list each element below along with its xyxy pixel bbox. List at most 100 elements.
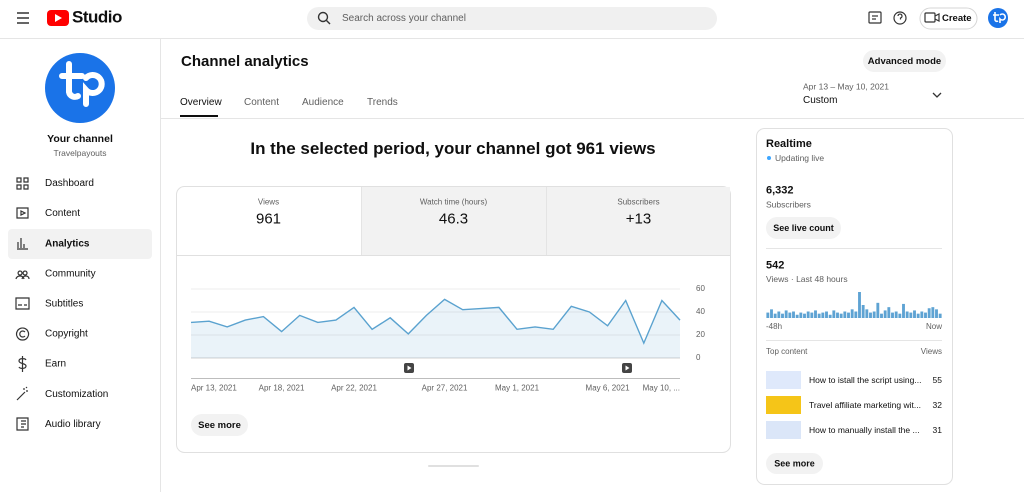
top-content-title[interactable]: Travel affiliate marketing wit... [809, 400, 921, 410]
bar [920, 311, 924, 318]
nav-item[interactable]: Audio library [45, 419, 101, 430]
see-live-count-button[interactable] [766, 217, 841, 239]
bar [850, 309, 854, 318]
bar [902, 303, 905, 318]
top-content-title[interactable]: How to istall the script using... [809, 375, 921, 385]
bar [913, 310, 916, 318]
create-label[interactable]: Create [942, 13, 972, 24]
bar [894, 311, 898, 318]
realtime-status: Updating live [775, 153, 824, 163]
metric-value[interactable]: 961 [256, 210, 281, 227]
see-live-count-label[interactable]: See live count [773, 223, 834, 233]
nav-icon[interactable] [15, 327, 30, 341]
video-thumbnail[interactable] [766, 396, 801, 414]
nav-item[interactable]: Subtitles [45, 299, 83, 310]
metric-value[interactable]: 46.3 [439, 210, 468, 227]
nav-item[interactable]: Copyright [45, 329, 88, 340]
channel-avatar[interactable] [45, 53, 115, 123]
date-chevron[interactable] [932, 92, 942, 98]
metric-label[interactable]: Views [258, 198, 279, 207]
bar [924, 312, 927, 318]
bar [806, 311, 810, 318]
bar [854, 311, 858, 318]
see-more-button[interactable] [191, 414, 248, 436]
video-marker[interactable] [622, 363, 632, 373]
bar [905, 311, 909, 318]
account-avatar[interactable] [988, 8, 1008, 28]
help-icon[interactable] [893, 11, 907, 25]
tab[interactable]: Audience [302, 97, 344, 108]
realtime-title: Realtime [766, 138, 812, 150]
tab[interactable]: Overview [180, 97, 222, 108]
channel-name: Travelpayouts [53, 148, 106, 158]
x-tick-label: -48h [766, 322, 782, 331]
advanced-mode-button[interactable] [863, 50, 946, 72]
advanced-mode-label[interactable]: Advanced mode [868, 56, 941, 67]
bar [766, 312, 770, 318]
nav-item[interactable]: Customization [45, 389, 108, 400]
bar [858, 292, 861, 318]
x-tick-label: Now [926, 322, 942, 331]
top-content-views: 31 [933, 425, 943, 435]
video-thumbnail[interactable] [766, 421, 801, 439]
nav-item[interactable]: Community [45, 268, 96, 279]
nav-item[interactable]: Analytics [45, 238, 90, 249]
video-thumbnail[interactable] [766, 371, 801, 389]
x-tick-label: Apr 18, 2021 [259, 384, 305, 393]
nav-icon[interactable] [17, 238, 28, 250]
x-tick-label: May 1, 2021 [495, 384, 540, 393]
date-range[interactable]: Apr 13 – May 10, 2021 [803, 81, 889, 91]
bar [843, 311, 847, 318]
top-content-title[interactable]: How to manually install the ... [809, 425, 920, 435]
see-more-label[interactable]: See more [198, 420, 241, 431]
nav-icon[interactable] [16, 177, 29, 190]
area-fill [191, 299, 680, 358]
metric-label[interactable]: Subscribers [617, 198, 659, 207]
metric-label[interactable]: Watch time (hours) [420, 198, 488, 207]
nav-icon[interactable] [15, 270, 30, 280]
nav-icon[interactable] [16, 386, 28, 401]
nav-icon[interactable] [15, 297, 30, 310]
nav-item[interactable]: Dashboard [45, 178, 94, 189]
nav-item[interactable]: Content [45, 208, 80, 219]
live-dot [767, 156, 771, 160]
headline: In the selected period, your channel got… [250, 139, 655, 158]
tab[interactable]: Content [244, 97, 279, 108]
bar [788, 312, 792, 318]
x-tick-label: Apr 22, 2021 [331, 384, 377, 393]
date-preset[interactable]: Custom [803, 95, 837, 106]
bar [821, 312, 825, 318]
menu-icon[interactable] [17, 12, 29, 24]
create-icon [924, 12, 940, 23]
realtime-see-more-button[interactable] [766, 453, 823, 474]
nav-icon[interactable] [16, 417, 29, 431]
bar [828, 314, 832, 318]
nav-item[interactable]: Earn [45, 359, 66, 370]
feedback-icon[interactable] [868, 11, 882, 24]
subscriber-label: Subscribers [766, 199, 811, 209]
youtube-logo[interactable] [47, 10, 69, 26]
metric-value[interactable]: +13 [626, 210, 651, 227]
search-placeholder[interactable]: Search across your channel [342, 13, 466, 24]
studio-logo-text[interactable]: Studio [72, 7, 122, 26]
top-content-views: 55 [933, 375, 943, 385]
search-box[interactable] [307, 7, 717, 30]
realtime-views: 542 [766, 259, 784, 271]
realtime-see-more-label[interactable]: See more [774, 458, 815, 468]
y-tick-label: 60 [696, 284, 705, 293]
bar [872, 311, 876, 318]
bar [869, 312, 872, 318]
bar [887, 307, 891, 318]
bar [832, 310, 836, 318]
bar [770, 309, 773, 318]
bar [836, 312, 839, 318]
tab[interactable]: Trends [367, 97, 398, 108]
bar [865, 309, 869, 318]
nav-icon[interactable] [16, 207, 29, 219]
bar [847, 312, 850, 318]
nav-icon[interactable] [18, 356, 27, 372]
bar [781, 313, 784, 318]
video-marker[interactable] [404, 363, 414, 373]
